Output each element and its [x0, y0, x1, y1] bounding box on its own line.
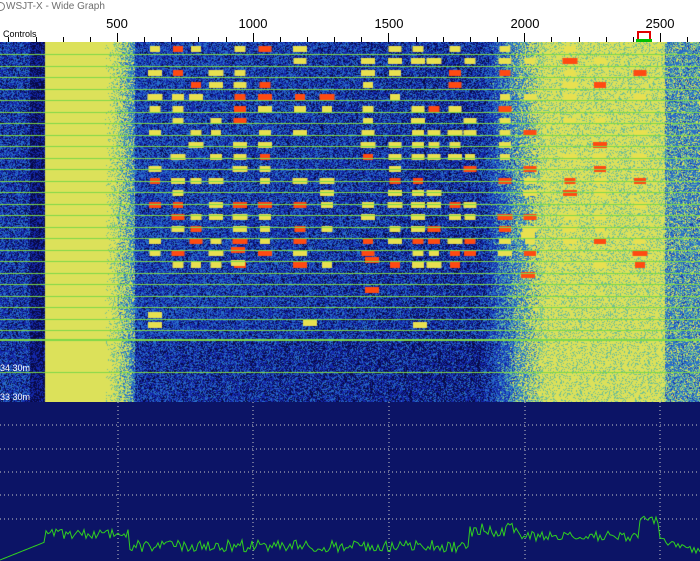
freq-label-2000: 2000: [510, 16, 540, 31]
tx-frequency-marker[interactable]: [636, 39, 652, 43]
spectrum-plot[interactable]: [0, 402, 700, 561]
scale-tick: [226, 37, 227, 42]
scale-tick: [551, 37, 552, 42]
scale-tick: [144, 37, 145, 42]
scale-tick: [660, 33, 661, 42]
rx-frequency-marker[interactable]: [637, 31, 651, 39]
scale-tick: [470, 37, 471, 42]
spectrum-trace: [0, 515, 700, 561]
scale-tick: [90, 37, 91, 42]
scale-tick: [388, 33, 389, 42]
band-label-33: 33 30m: [0, 392, 31, 402]
scale-tick: [497, 37, 498, 42]
scale-tick: [171, 37, 172, 42]
scale-tick: [443, 37, 444, 42]
app-icon: [0, 2, 5, 11]
scale-tick: [579, 37, 580, 42]
title-bar: WSJT-X - Wide Graph: [0, 0, 700, 14]
scale-tick: [198, 37, 199, 42]
freq-label-1500: 1500: [374, 16, 404, 31]
scale-tick: [8, 37, 9, 42]
scale-tick: [687, 37, 688, 42]
scale-tick: [280, 37, 281, 42]
scale-tick: [307, 37, 308, 42]
scale-tick: [633, 37, 634, 42]
waterfall-canvas[interactable]: [0, 42, 700, 402]
band-label-34: 34 30m: [0, 363, 31, 373]
scale-tick: [524, 33, 525, 42]
scale-tick: [606, 37, 607, 42]
waterfall-display[interactable]: 34 30m 33 30m: [0, 42, 700, 402]
controls-button[interactable]: Controls: [3, 29, 37, 39]
freq-label-2500: 2500: [645, 16, 675, 31]
spectrum-display[interactable]: [0, 402, 700, 561]
scale-tick: [36, 37, 37, 42]
scale-tick: [253, 33, 254, 42]
scale-tick: [361, 37, 362, 42]
scale-tick: [63, 37, 64, 42]
spectrum-grid: [0, 402, 700, 561]
window-title: WSJT-X - Wide Graph: [6, 1, 105, 12]
freq-label-500: 500: [106, 16, 128, 31]
freq-label-1000: 1000: [238, 16, 268, 31]
frequency-scale[interactable]: Controls 500 1000 1500 2000 2500: [0, 14, 700, 43]
scale-tick: [334, 37, 335, 42]
scale-tick: [117, 33, 118, 42]
scale-tick: [416, 37, 417, 42]
